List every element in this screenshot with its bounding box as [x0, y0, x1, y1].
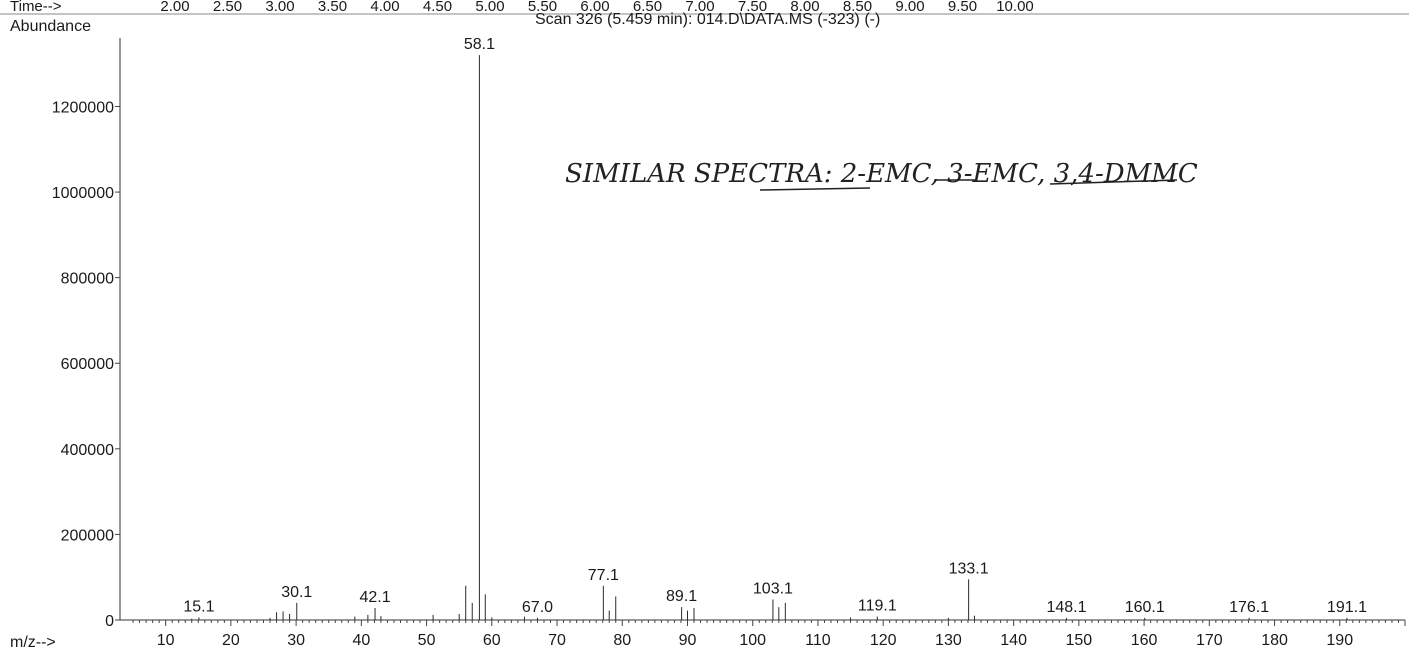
- handwritten-note: SIMILAR SPECTRA: 2-EMC, 3-EMC, 3,4-DMMC: [565, 159, 1198, 191]
- y-tick-label: 1000000: [52, 185, 114, 202]
- x-tick-label: 190: [1326, 632, 1353, 649]
- peak-label: 15.1: [183, 598, 214, 615]
- y-tick-label: 0: [105, 613, 114, 630]
- x-tick-label: 90: [679, 632, 697, 649]
- y-tick-label: 400000: [61, 442, 114, 459]
- time-axis-label: Time-->: [10, 0, 62, 15]
- time-tick-label: 4.00: [370, 0, 399, 15]
- x-tick-label: 100: [739, 632, 766, 649]
- peak-labels: 15.1 30.1 42.1 58.1 67.0 77.1 89.1 103.1 119.1 13…: [183, 36, 1367, 616]
- x-tick-label: 40: [352, 632, 370, 649]
- scan-title: Scan 326 (5.459 min): 014.D\DATA.MS (-32…: [535, 11, 880, 28]
- x-tick-label: 130: [935, 632, 962, 649]
- peak-label: 133.1: [949, 560, 989, 577]
- time-tick-label: 5.00: [475, 0, 504, 15]
- time-tick-label: 2.50: [213, 0, 242, 15]
- time-tick-label: 4.50: [423, 0, 452, 15]
- x-tick-label: 20: [222, 632, 240, 649]
- time-tick-label: 2.00: [160, 0, 189, 15]
- time-tick-label: 9.00: [895, 0, 924, 15]
- x-tick-label: 150: [1066, 632, 1093, 649]
- time-tick-label: 3.00: [265, 0, 294, 15]
- peak-label: 160.1: [1125, 599, 1165, 616]
- x-tick-label: 160: [1131, 632, 1158, 649]
- x-axis-title: m/z-->: [10, 634, 56, 651]
- peak-label: 58.1: [464, 36, 495, 53]
- peak-label: 148.1: [1046, 599, 1086, 616]
- peak-label: 67.0: [522, 599, 553, 616]
- x-tick-label: 80: [613, 632, 631, 649]
- x-tick-label: 180: [1261, 632, 1288, 649]
- time-tick-label: 10.00: [996, 0, 1034, 15]
- x-axis-ticks: 10 20 30 40 50 60 70 80 90 100 110 120 130 140 150 160 1…: [132, 620, 1406, 649]
- peak-label: 103.1: [753, 580, 793, 597]
- x-tick-label: 60: [483, 632, 501, 649]
- spectrum-peaks: [191, 55, 1348, 620]
- y-tick-label: 1200000: [52, 99, 114, 116]
- peak-label: 30.1: [281, 584, 312, 601]
- time-tick-label: 9.50: [948, 0, 977, 15]
- time-tick-label: 7.50: [738, 0, 767, 15]
- time-tick-label: 8.00: [790, 0, 819, 15]
- peak-label: 119.1: [858, 598, 897, 615]
- x-tick-label: 110: [805, 632, 831, 649]
- x-tick-label: 170: [1196, 632, 1223, 649]
- x-tick-label: 30: [287, 632, 305, 649]
- x-tick-label: 120: [870, 632, 897, 649]
- y-axis-ticks: 0 200000 400000 800000 1000000 1200000 600000: [52, 99, 120, 630]
- time-tick-label: 3.50: [318, 0, 347, 15]
- time-axis-ticks: 2.00 2.50 3.00 3.50 4.00 4.50 5.00 5.50 6.00 6.50…: [160, 0, 1033, 15]
- y-tick-label: 200000: [61, 527, 114, 544]
- y-tick-label: 600000: [61, 356, 114, 373]
- y-axis-title: Abundance: [10, 18, 91, 35]
- peak-label: 89.1: [666, 588, 697, 605]
- time-tick-label: 8.50: [843, 0, 872, 15]
- x-tick-label: 50: [418, 632, 436, 649]
- similar-spectra-note: SIMILAR SPECTRA: 2-EMC, 3-EMC, 3,4-DMMC: [565, 159, 1198, 189]
- x-tick-label: 10: [157, 632, 175, 649]
- time-tick-label: 6.00: [580, 0, 609, 15]
- x-tick-label: 70: [548, 632, 566, 649]
- peak-label: 42.1: [359, 589, 390, 606]
- peak-label: 77.1: [588, 567, 619, 584]
- time-ruler: Time--> 2.00 2.50 3.00 3.50 4.00 4.50 5.00 5.50…: [0, 0, 1409, 15]
- x-tick-label: 140: [1000, 632, 1027, 649]
- time-tick-label: 7.00: [685, 0, 714, 15]
- y-tick-label: 800000: [61, 271, 114, 288]
- time-tick-label: 6.50: [633, 0, 662, 15]
- time-tick-label: 5.50: [528, 0, 557, 15]
- peak-label: 191.1: [1327, 599, 1367, 616]
- peak-label: 176.1: [1229, 599, 1269, 616]
